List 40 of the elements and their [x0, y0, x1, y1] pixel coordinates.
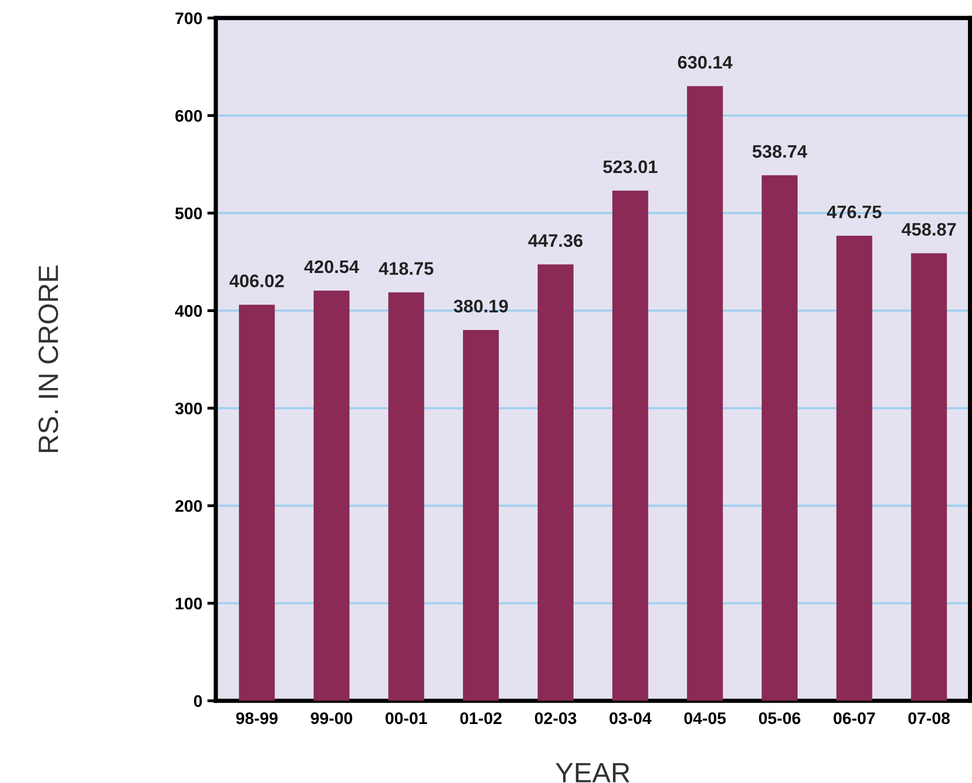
bar	[911, 253, 947, 701]
bar	[836, 236, 872, 701]
y-tick-label: 400	[175, 305, 202, 317]
y-tick-label: 200	[175, 500, 202, 512]
y-tick-label: 100	[176, 598, 202, 610]
data-label: 406.02	[230, 274, 284, 288]
bar	[612, 190, 648, 701]
y-tick-label: 700	[176, 12, 202, 24]
data-label: 447.36	[528, 234, 583, 247]
x-tick-label: 00-01	[386, 712, 428, 724]
bar	[762, 175, 798, 701]
y-tick-label: 600	[175, 110, 202, 122]
x-tick-label: 03-04	[610, 712, 652, 724]
bar	[687, 86, 723, 701]
bar	[462, 330, 499, 701]
x-tick-label: 06-07	[834, 712, 875, 724]
y-tick-label: 500	[175, 207, 202, 220]
data-label: 538.74	[752, 145, 808, 158]
x-tick-label: 02-03	[534, 712, 576, 724]
y-axis-title: RS. IN CRORE	[38, 266, 58, 452]
y-tick-label: 300	[175, 402, 202, 414]
bar	[238, 304, 275, 701]
data-label: 380.19	[454, 300, 508, 313]
bar	[314, 290, 350, 701]
data-label: 476.75	[826, 206, 882, 218]
data-label: 418.75	[378, 262, 434, 275]
x-tick-label: 05-06	[758, 712, 800, 724]
y-tick-label: 0	[194, 695, 202, 707]
data-label: 523.01	[603, 160, 658, 174]
data-label: 630.14	[678, 56, 732, 69]
x-tick-label: 07-08	[908, 712, 950, 724]
data-label: 458.87	[902, 222, 956, 236]
data-label: 420.54	[304, 260, 360, 274]
x-tick-label: 04-05	[684, 712, 726, 724]
x-tick-label: 01-02	[460, 712, 502, 724]
bar	[538, 264, 574, 701]
bar	[388, 292, 424, 701]
x-tick-label: 99-00	[310, 712, 352, 724]
x-axis-title: YEAR	[556, 763, 630, 782]
x-tick-label: 98-99	[236, 712, 278, 724]
